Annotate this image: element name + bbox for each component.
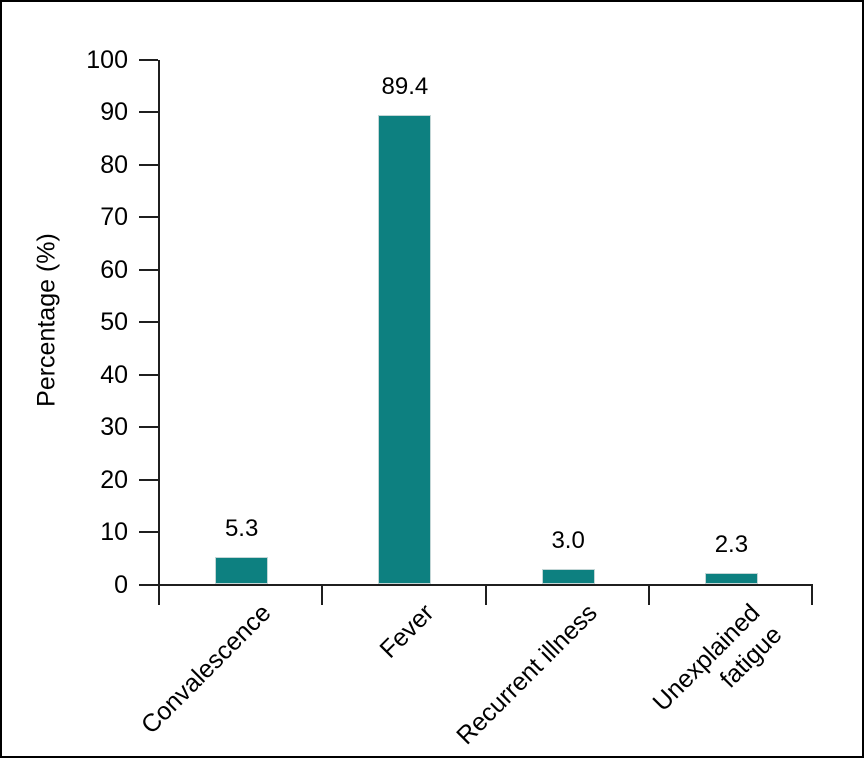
bar-value-label: 2.3 [714,530,749,558]
x-category-label: Convalescence [135,598,277,740]
x-tick-mark [811,586,813,605]
y-tick-label: 0 [114,571,128,599]
bar [541,569,595,584]
y-tick-mark [139,531,158,534]
y-axis-line [158,59,160,587]
bar [378,115,432,584]
bar-value-label: 89.4 [381,73,429,101]
x-category-label: Unexplained fatigue [647,598,788,717]
bar [704,572,758,584]
y-tick-label: 30 [100,413,128,442]
y-tick-label: 50 [100,308,128,337]
bar-value-label: 3.0 [551,527,585,555]
x-tick-mark [158,586,160,605]
y-tick-mark [139,373,158,376]
bar-value-label: 5.3 [224,515,259,543]
y-tick-mark [139,478,158,481]
y-tick-label: 60 [100,255,128,284]
bar [215,557,269,584]
y-tick-label: 80 [100,150,128,179]
y-tick-mark [139,216,158,219]
y-tick-label: 100 [86,45,128,74]
y-tick-label: 20 [100,465,128,494]
x-axis-line [139,584,813,586]
y-tick-mark [139,321,158,324]
y-tick-label: 10 [100,518,128,547]
y-tick-mark [139,163,158,166]
x-tick-mark [321,586,324,605]
y-tick-mark [139,58,158,61]
y-tick-label: 40 [100,360,128,389]
x-tick-mark [647,586,650,605]
y-tick-mark [139,111,158,114]
y-tick-label: 90 [100,98,128,127]
x-tick-mark [484,586,487,605]
x-category-label: Recurrent illness [451,598,603,751]
y-tick-mark [139,268,158,271]
y-tick-label: 70 [100,203,128,232]
y-tick-mark [139,426,158,429]
x-category-label: Fever [374,598,440,664]
